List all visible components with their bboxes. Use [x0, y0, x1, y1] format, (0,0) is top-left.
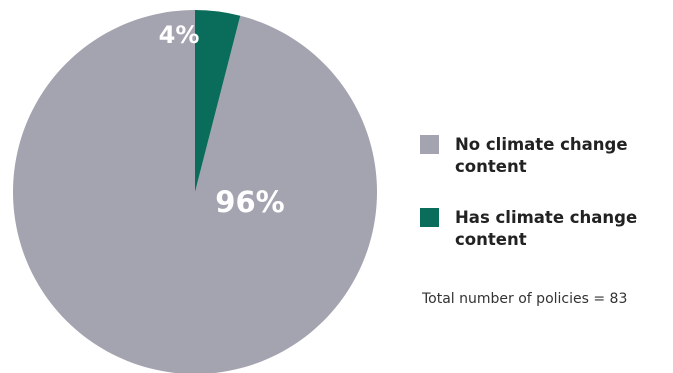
legend-item-no-climate: No climate change content — [420, 134, 670, 178]
slice-label-no-climate: 96% — [215, 185, 284, 219]
legend-item-has-climate: Has climate change content — [420, 207, 670, 251]
slice-label-has-climate: 4% — [159, 21, 200, 49]
legend-label-no-climate: No climate change content — [455, 135, 628, 176]
total-policies-note: Total number of policies = 83 — [422, 291, 628, 307]
legend-swatch-has-climate — [420, 208, 439, 227]
legend-label-has-climate: Has climate change content — [455, 208, 638, 249]
legend-swatch-no-climate — [420, 135, 439, 154]
pie-slice-has-climate — [195, 10, 241, 192]
pie-slice-no-climate — [13, 10, 377, 373]
pie-chart: 96% 4% — [13, 10, 377, 373]
pie-slices — [13, 10, 377, 373]
